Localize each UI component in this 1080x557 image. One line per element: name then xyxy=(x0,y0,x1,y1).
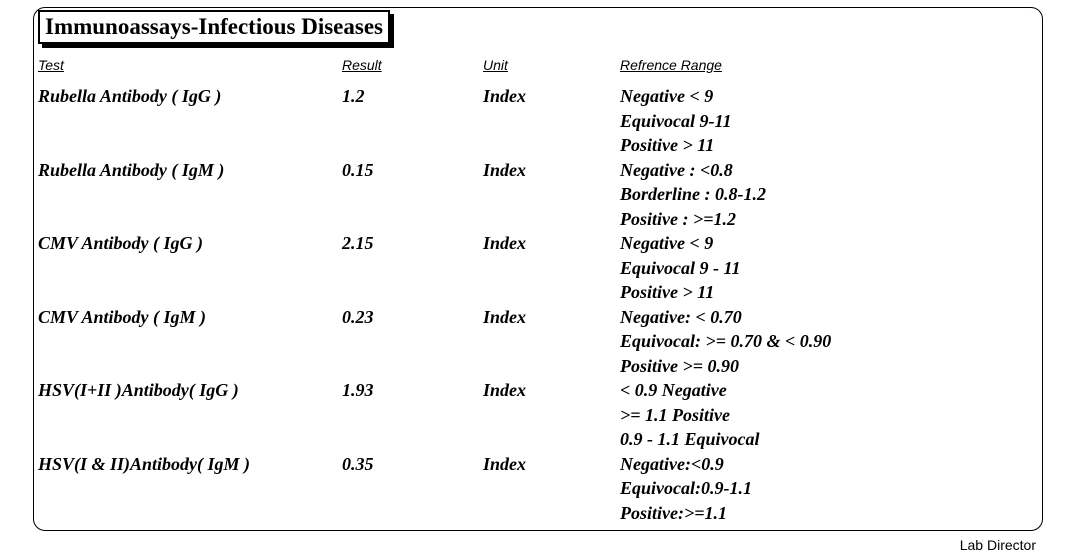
report-panel xyxy=(33,7,1043,531)
reference-range-line: Equivocal 9 - 11 xyxy=(620,257,741,278)
reference-range-line: Equivocal 9-11 xyxy=(620,110,732,131)
unit-value: Index xyxy=(483,453,527,474)
reference-range-line: Equivocal: >= 0.70 & < 0.90 xyxy=(620,331,832,351)
unit-value: Index xyxy=(483,306,527,327)
reference-range-line: Positive : >=1.2 xyxy=(620,208,736,229)
lab-director-label: Lab Director xyxy=(959,537,1036,553)
result-value: 0.35 xyxy=(342,453,374,474)
reference-range-line: Negative: < 0.70 xyxy=(620,306,742,327)
reference-range-line: Positive > 11 xyxy=(620,282,715,302)
reference-range-line: Borderline : 0.8-1.2 xyxy=(620,184,766,204)
result-value: 0.15 xyxy=(342,159,374,180)
test-name: HSV(I+II )Antibody( IgG ) xyxy=(38,380,239,400)
reference-range-line: Equivocal:0.9-1.1 xyxy=(620,478,752,498)
result-value: 2.15 xyxy=(342,233,374,253)
header-result: Result xyxy=(342,57,382,73)
reference-range-line: < 0.9 Negative xyxy=(620,380,727,400)
result-value: 1.2 xyxy=(342,86,365,106)
test-name: Rubella Antibody ( IgG ) xyxy=(38,86,222,106)
result-value: 0.23 xyxy=(342,306,374,327)
header-unit: Unit xyxy=(483,57,508,73)
reference-range-line: >= 1.1 Positive xyxy=(620,404,730,425)
test-name: Rubella Antibody ( IgM ) xyxy=(38,159,225,180)
test-name: CMV Antibody ( IgM ) xyxy=(38,306,207,327)
unit-value: Index xyxy=(483,86,527,106)
unit-value: Index xyxy=(483,380,527,400)
test-name: CMV Antibody ( IgG ) xyxy=(38,233,204,253)
reference-range-line: Positive >= 0.90 xyxy=(620,355,739,376)
reference-range-line: Positive:>=1.1 xyxy=(620,502,727,523)
reference-range-line: Positive > 11 xyxy=(620,135,715,155)
reference-range-line: Negative < 9 xyxy=(620,86,714,106)
unit-value: Index xyxy=(483,233,527,253)
reference-range-line: Negative : <0.8 xyxy=(620,159,733,180)
result-value: 1.93 xyxy=(342,380,374,400)
header-reference-range: Refrence Range xyxy=(620,57,722,73)
reference-range-line: 0.9 - 1.1 Equivocal xyxy=(620,429,760,449)
reference-range-line: Negative < 9 xyxy=(620,233,714,253)
unit-value: Index xyxy=(483,159,527,180)
reference-range-line: Negative:<0.9 xyxy=(620,453,724,474)
section-title: Immunoassays-Infectious Diseases xyxy=(38,10,390,44)
header-test: Test xyxy=(38,57,64,73)
test-name: HSV(I & II)Antibody( IgM ) xyxy=(38,453,251,474)
